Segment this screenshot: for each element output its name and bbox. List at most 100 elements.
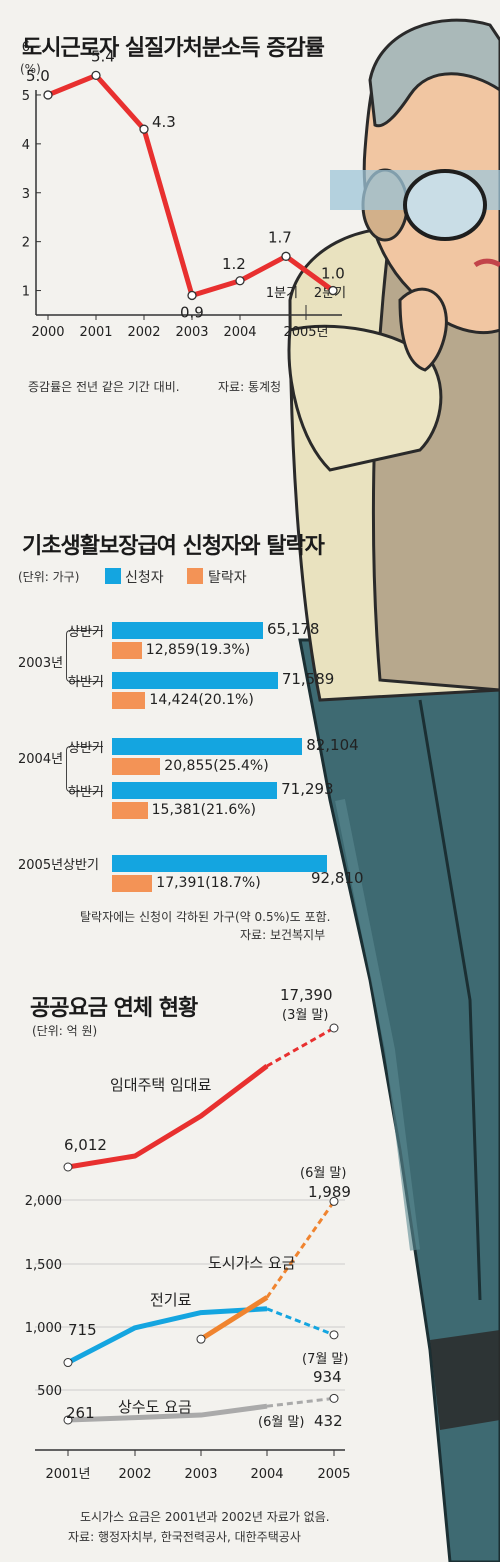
chart2-half-label: 상반기 xyxy=(68,625,104,640)
legend-dropped-swatch xyxy=(187,568,203,584)
chart2-applicants-bar xyxy=(112,672,278,689)
chart3-series-name: 도시가스 요금 xyxy=(208,1254,296,1272)
chart1-y-tick-label: 6 xyxy=(22,40,30,55)
chart2-applicants-label: 65,178 xyxy=(266,620,320,638)
legend-applicants: 신청자 xyxy=(125,570,164,586)
chart2-applicants-label: 82,104 xyxy=(306,736,359,754)
chart1-data-label: 4.3 xyxy=(152,113,176,131)
chart1-point xyxy=(91,70,101,81)
chart3-data-label: 934 xyxy=(313,1368,342,1386)
chart2-dropped-bar xyxy=(112,692,146,709)
chart3-x-tick-label: 2005 xyxy=(317,1467,350,1482)
chart3-electricity-line xyxy=(66,1306,268,1365)
chart1-data-label: 1.0 xyxy=(321,265,345,283)
chart2-applicants-label: 71,293 xyxy=(281,780,334,798)
chart3-y-tick-label: 1,000 xyxy=(25,1321,62,1336)
chart1-point xyxy=(139,124,149,134)
chart2-title: 기초생활보장급여 신청자와 탈락자 xyxy=(22,534,325,559)
chart2-half-label: 2005년상반기 xyxy=(18,858,99,873)
chart1-data-label: 5.4 xyxy=(91,47,115,65)
chart1-x-tick-label: 2004 xyxy=(223,325,256,340)
chart1-y-tick-label: 2 xyxy=(22,236,30,251)
chart2-applicants-bar xyxy=(112,738,303,755)
chart3-point xyxy=(329,1330,339,1340)
chart1-x-tick-label: 2001 xyxy=(79,325,112,340)
chart3-point xyxy=(63,1358,73,1368)
chart1-data-label: 0.9 xyxy=(180,303,204,321)
chart3-rent-line xyxy=(67,1064,269,1170)
chart1-x-tick-label: 2005년 xyxy=(283,325,328,340)
legend-dropped: 탈락자 xyxy=(208,570,247,586)
chart2-year-label: 2003년 xyxy=(18,656,64,671)
chart2-half-label: 하반기 xyxy=(68,785,104,800)
chart1-source: 자료: 통계청 xyxy=(218,380,282,394)
chart2-note: 탈락자에는 신청이 각하된 가구(약 0.5%)도 포함. xyxy=(80,910,331,924)
chart3-point xyxy=(329,1196,339,1206)
chart1-data-label: 5.0 xyxy=(26,67,50,85)
chart2-dropped-label: 14,424(20.1%) xyxy=(149,692,254,708)
chart3-point xyxy=(63,1162,73,1172)
chart2-dropped-label: 12,859(19.3%) xyxy=(145,642,251,658)
chart3-series-name: 임대주택 임대료 xyxy=(110,1076,212,1094)
chart2-applicants-bar xyxy=(112,622,263,639)
chart3-data-label: 432 xyxy=(314,1412,343,1430)
chart2-dropped-bar xyxy=(112,642,142,659)
chart3-data-label: 261 xyxy=(66,1404,95,1422)
chart3-x-tick-label: 2002 xyxy=(118,1467,151,1482)
chart2-dropped-bar xyxy=(112,758,161,775)
chart3-x-tick-label: 2004 xyxy=(250,1467,283,1482)
chart2-dropped-label: 20,855(25.4%) xyxy=(164,758,269,774)
chart2-dropped-label: 15,381(21.6%) xyxy=(151,802,257,818)
chart1-data-label: 1.7 xyxy=(268,228,292,246)
chart3-note: 도시가스 요금은 2001년과 2002년 자료가 없음. xyxy=(80,1510,330,1524)
chart3-y-tick-label: 2,000 xyxy=(25,1194,62,1209)
chart1-y-tick-label: 4 xyxy=(22,138,30,153)
chart2-source: 자료: 보건복지부 xyxy=(240,928,326,942)
chart3-rent-line-dashed xyxy=(266,1026,335,1068)
chart1-x-tick-label: 2000 xyxy=(31,325,64,340)
chart1-data-label: 1.2 xyxy=(222,255,246,273)
chart1-x-tick-label: 2003 xyxy=(175,325,208,340)
chart2-half-label: 상반기 xyxy=(68,741,104,756)
chart1-note: 증감률은 전년 같은 기간 대비. xyxy=(28,380,180,394)
chart1-point xyxy=(187,290,197,301)
chart3-data-note: (7월 말) xyxy=(302,1352,348,1367)
chart2-dropped-bar xyxy=(112,875,153,892)
chart3-point xyxy=(63,1415,73,1425)
chart1-plot: 123456200020012002200320042005년1분기2분기5.0… xyxy=(22,40,346,340)
chart3-water-line-dashed xyxy=(266,1396,335,1408)
chart2-bracket xyxy=(66,630,103,682)
chart2-dropped-label: 17,391(18.7%) xyxy=(156,875,261,891)
chart3-source: 자료: 행정자치부, 한국전력공사, 대한주택공사 xyxy=(68,1530,301,1544)
chart3-series-name: 상수도 요금 xyxy=(118,1398,192,1416)
chart1-y-tick-label: 1 xyxy=(22,285,30,300)
chart1-y-tick-label: 3 xyxy=(22,187,30,202)
chart3-data-label: 17,390 xyxy=(280,986,333,1004)
legend-applicants-swatch xyxy=(105,568,121,584)
chart3-data-note: (3월 말) xyxy=(282,1008,328,1023)
chart3-data-label: 1,989 xyxy=(308,1183,351,1201)
chart3-point xyxy=(329,1023,339,1033)
chart1-point xyxy=(235,276,245,286)
chart3-gas-line-dashed xyxy=(265,1200,336,1299)
chart3-data-note: (6월 말) xyxy=(258,1415,304,1430)
chart3-water-line xyxy=(67,1403,268,1423)
chart2-applicants-bar xyxy=(112,855,327,872)
chart3-data-label: 715 xyxy=(68,1321,97,1339)
chart1-y-tick-label: 5 xyxy=(22,89,30,104)
chart3-gas-line xyxy=(199,1295,269,1342)
chart2-bracket xyxy=(66,746,103,792)
chart3-y-tick-label: 500 xyxy=(37,1384,62,1399)
chart3-electricity-line-dashed xyxy=(266,1307,335,1337)
chart3-x-tick-label: 2001년 xyxy=(45,1467,90,1482)
chart3-x-tick-label: 2003 xyxy=(184,1467,217,1482)
chart3-title: 공공요금 연체 현황 xyxy=(30,996,198,1021)
chart2-applicants-label: 71,589 xyxy=(281,670,335,688)
chart2-dropped-bar xyxy=(112,802,148,819)
chart3-data-note: (6월 말) xyxy=(300,1166,346,1181)
chart1-point xyxy=(328,285,338,296)
chart3-unit: (단위: 억 원) xyxy=(32,1024,98,1038)
chart1-x-tick-label: 2002 xyxy=(127,325,160,340)
